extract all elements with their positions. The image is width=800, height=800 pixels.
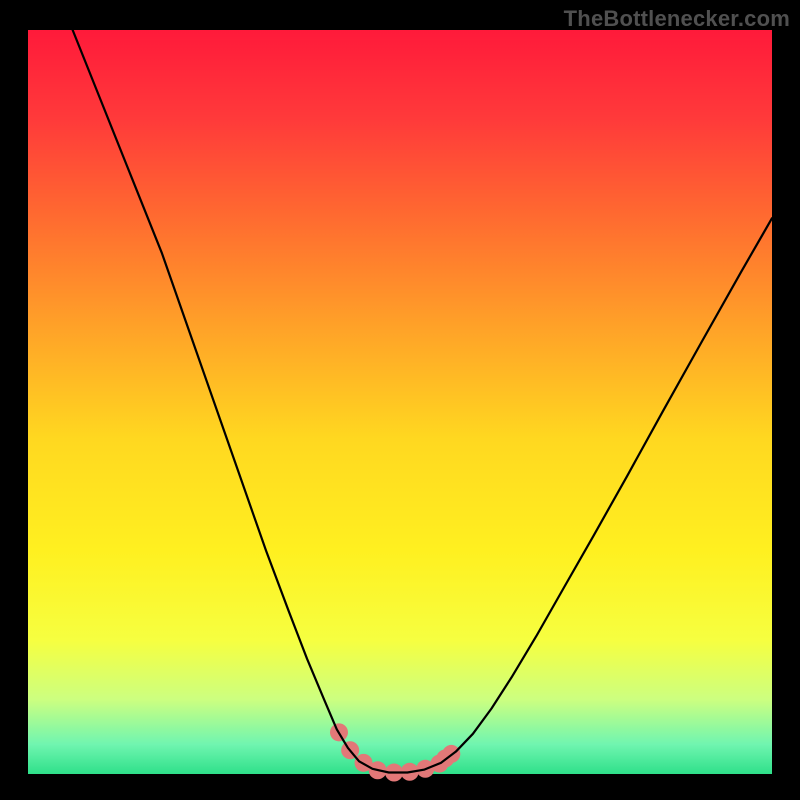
chart-frame: TheBottlenecker.com <box>0 0 800 800</box>
gradient-panel <box>28 30 772 774</box>
bottleneck-chart <box>0 0 800 800</box>
